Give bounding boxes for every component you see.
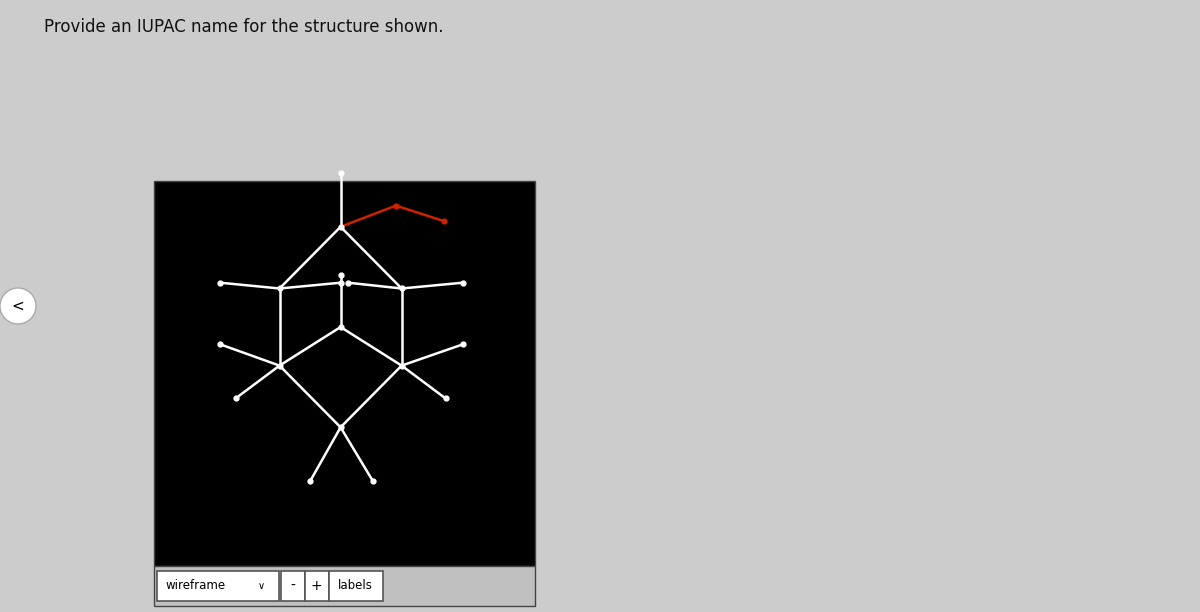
- FancyBboxPatch shape: [156, 571, 278, 601]
- Text: <: <: [12, 299, 24, 313]
- Bar: [154, 566, 535, 606]
- FancyBboxPatch shape: [329, 571, 383, 601]
- Text: labels: labels: [338, 580, 373, 592]
- Text: ∨: ∨: [258, 581, 265, 591]
- Text: +: +: [311, 579, 323, 593]
- Bar: [154, 181, 535, 566]
- FancyBboxPatch shape: [305, 571, 329, 601]
- Text: Provide an IUPAC name for the structure shown.: Provide an IUPAC name for the structure …: [44, 18, 444, 36]
- Circle shape: [0, 288, 36, 324]
- FancyBboxPatch shape: [281, 571, 305, 601]
- Text: wireframe: wireframe: [166, 580, 226, 592]
- Text: -: -: [290, 579, 295, 593]
